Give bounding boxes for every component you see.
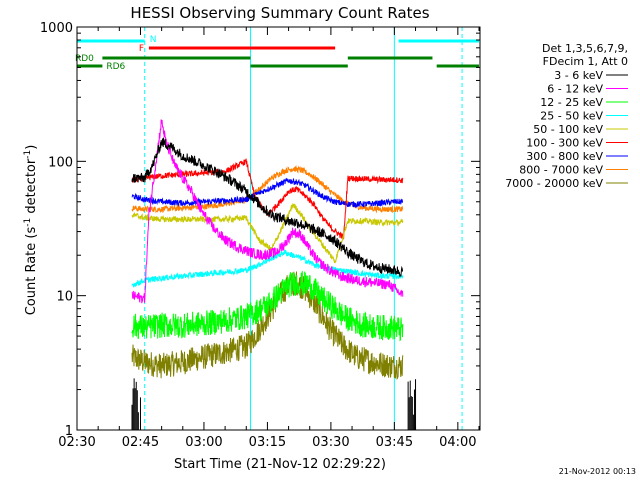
y-label-end: ): [24, 145, 39, 150]
legend-label: 300 - 800 keV: [526, 150, 603, 163]
series-line-6: [131, 177, 404, 209]
timestamp: 21-Nov-2012 00:13: [559, 467, 636, 476]
series-line-1: [131, 119, 404, 304]
y-label-mid: detector: [24, 158, 39, 218]
flag-label-rd0: RD0: [75, 54, 94, 64]
x-tick-label: 03:45: [376, 435, 413, 450]
flag-label-f: F: [139, 44, 144, 54]
y-tick-label: 10: [56, 290, 73, 305]
y-tick-label: 1: [65, 424, 73, 439]
plot-area: NF RD0 RD6: [75, 27, 479, 430]
chart-title: HESSI Observing Summary Count Rates: [130, 4, 429, 22]
legend-label: 7000 - 20000 keV: [505, 177, 603, 190]
series-line-3: [131, 249, 404, 288]
series-line-4: [131, 203, 404, 264]
legend-label: 12 - 25 keV: [540, 96, 603, 109]
axes: 02:30 02:45 03:00 03:15 03:30 03:45 04:00 1 10 10…: [40, 21, 480, 450]
x-tick-label: 03:30: [312, 435, 349, 450]
y-tick-label: 100: [48, 155, 73, 170]
y-label-part: Count Rate (s: [24, 227, 39, 316]
series-line-0: [131, 137, 403, 278]
legend-label: 6 - 12 keV: [547, 83, 603, 96]
y-axis-label: Count Rate (s-1 detector-1): [23, 145, 39, 316]
legend-label: 25 - 50 keV: [540, 110, 603, 123]
series-line-2: [131, 271, 404, 342]
x-axis-label: Start Time (21-Nov-12 02:29:22): [174, 457, 386, 472]
legend-label: 50 - 100 keV: [533, 123, 603, 136]
legend-header-line-2: FDecim 1, Att 0: [543, 55, 628, 68]
legend-label: 100 - 300 keV: [526, 137, 603, 150]
y-label-sup2: -1: [23, 150, 33, 159]
flag-label-n: N: [150, 35, 157, 45]
flag-label-rd6: RD6: [106, 62, 125, 72]
legend: Det 1,3,5,6,7,9, FDecim 1, Att 0 3 - 6 k…: [505, 42, 628, 190]
x-tick-label: 03:00: [185, 435, 222, 450]
x-tick-label: 02:45: [122, 435, 159, 450]
legend-label: 3 - 6 keV: [554, 69, 603, 82]
x-tick-label: 02:30: [58, 435, 95, 450]
legend-label: 800 - 7000 keV: [519, 164, 603, 177]
y-tick-label: 1000: [40, 21, 73, 36]
legend-header-line-1: Det 1,3,5,6,7,9,: [542, 42, 628, 55]
x-tick-label: 04:00: [439, 435, 476, 450]
plot-frame: [76, 26, 481, 431]
x-tick-label: 03:15: [249, 435, 286, 450]
y-label-sup: -1: [23, 218, 33, 227]
